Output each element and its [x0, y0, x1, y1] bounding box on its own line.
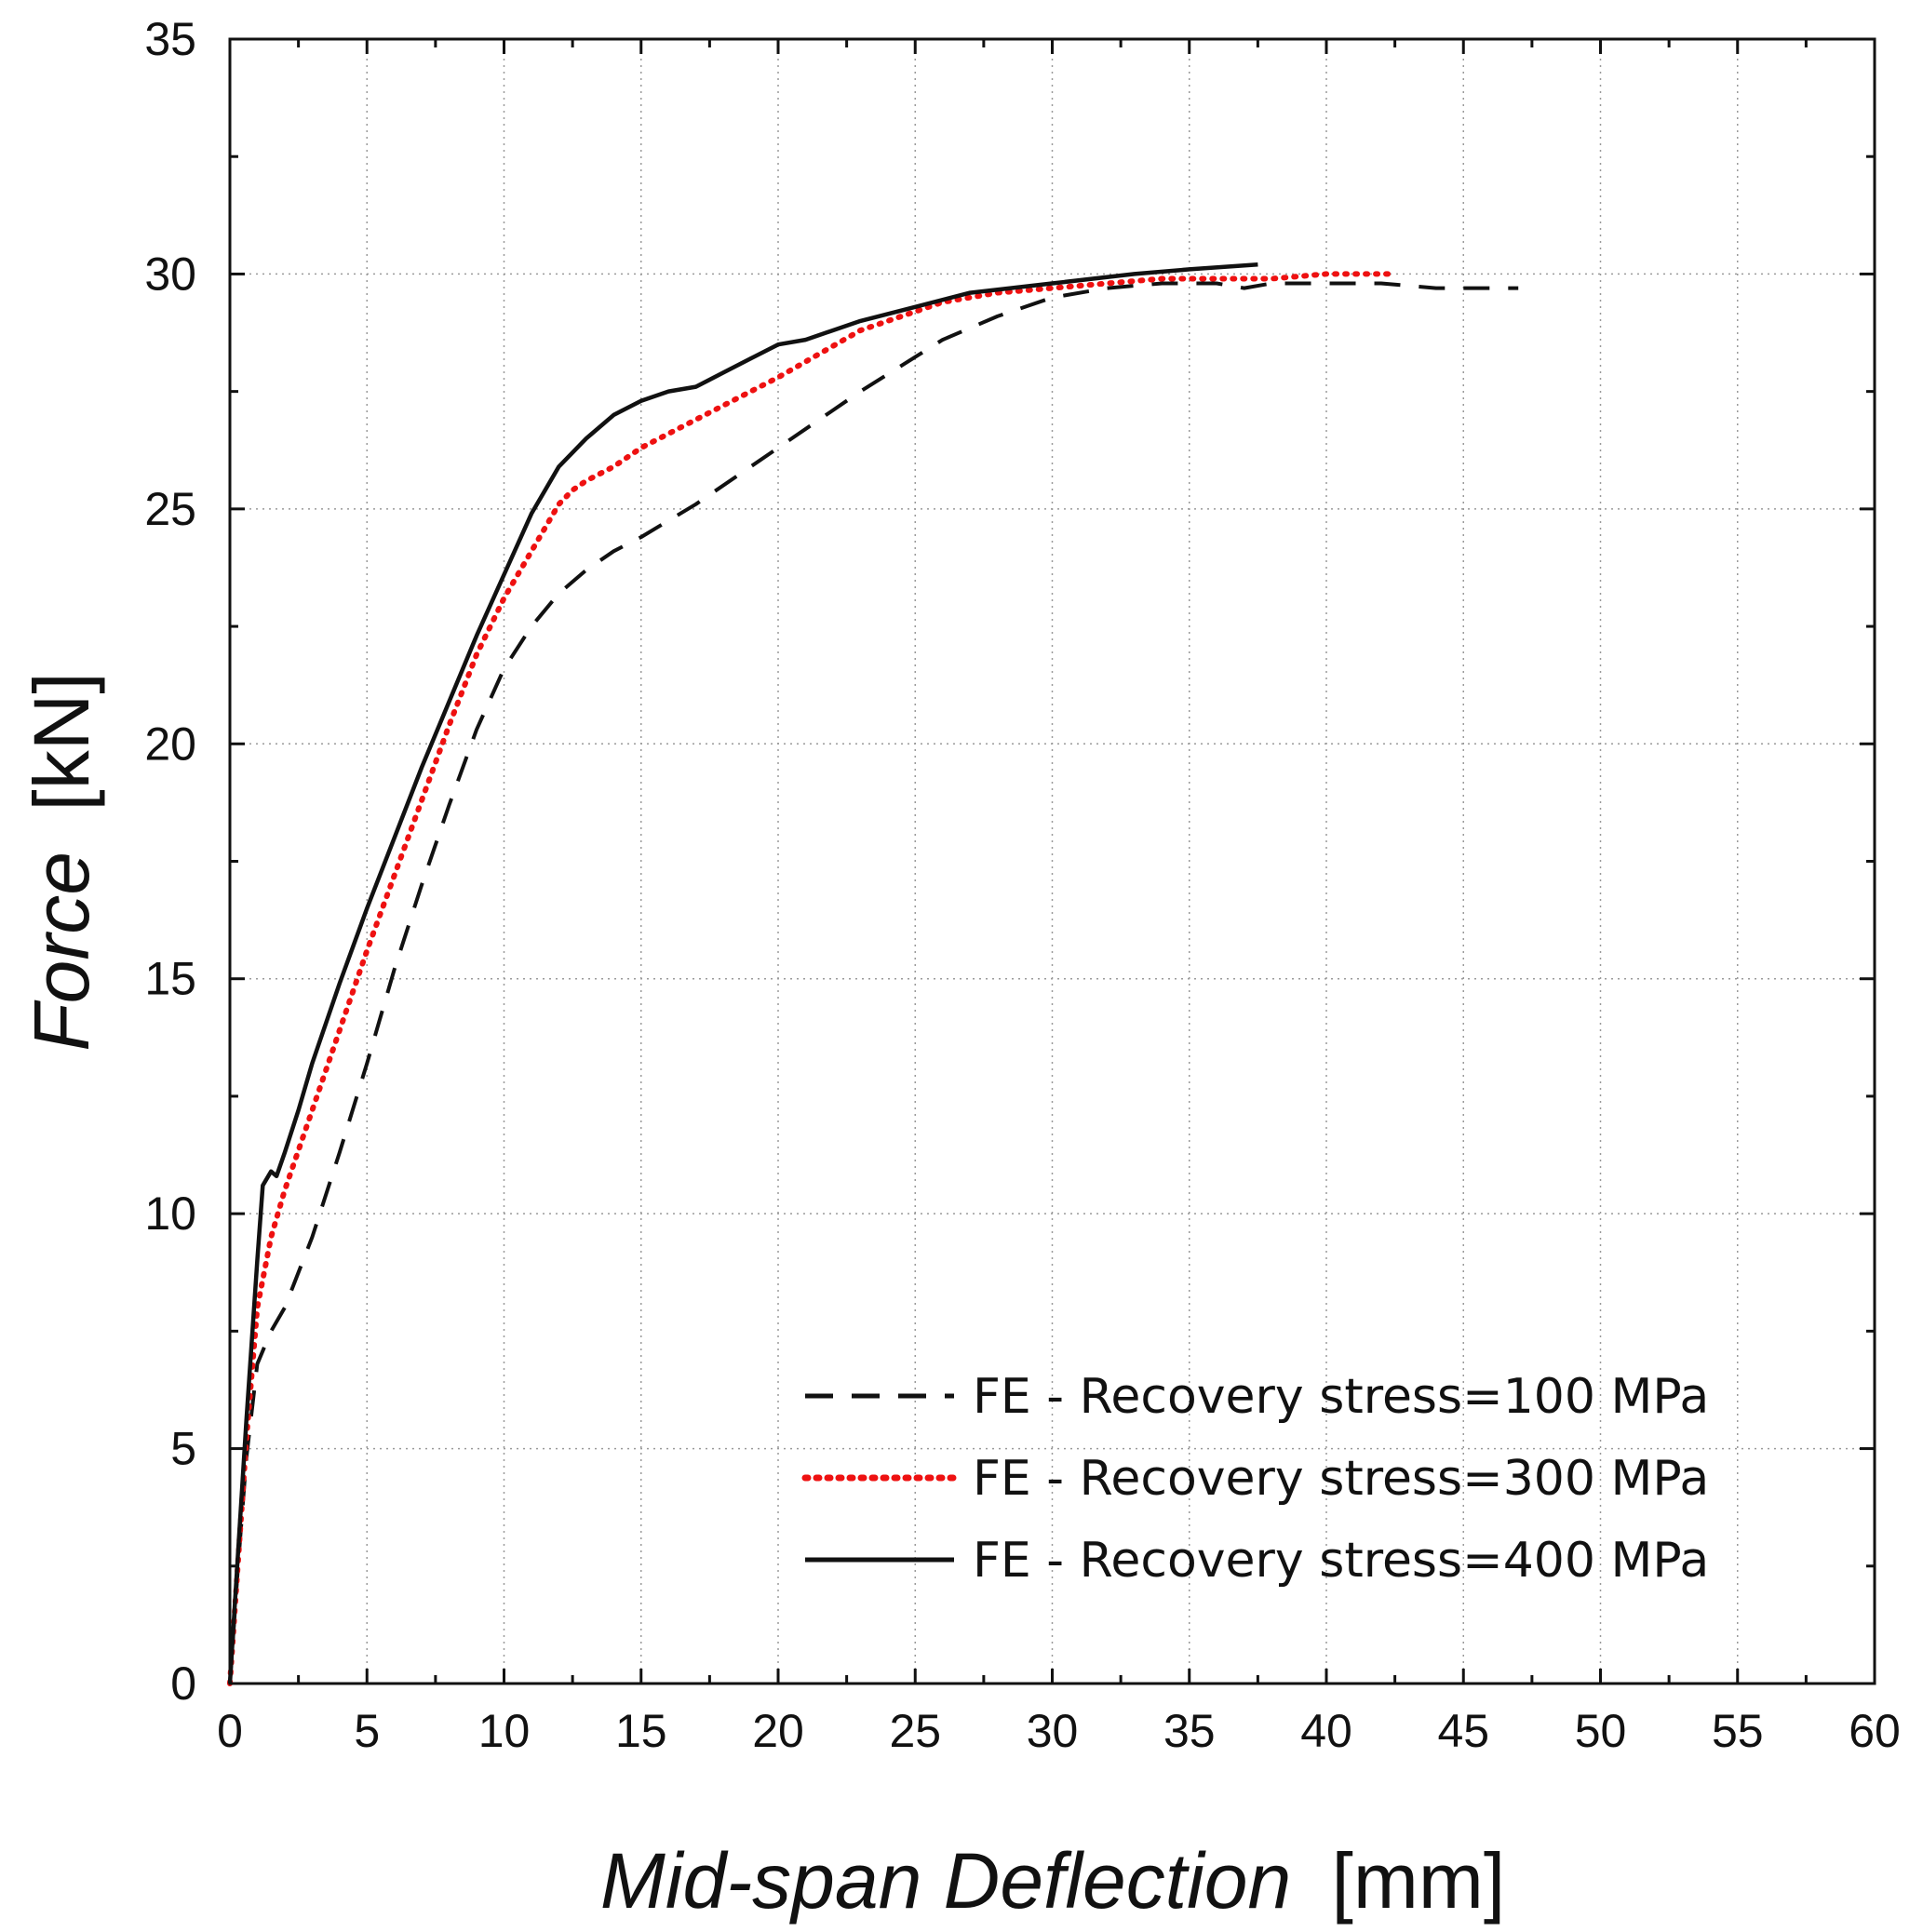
y-tick-label: 10 [144, 1187, 196, 1240]
y-axis-title: Force [kN] [18, 672, 105, 1051]
x-tick-label: 45 [1437, 1705, 1489, 1757]
x-axis-title: Mid-span Deflection [mm] [600, 1837, 1505, 1925]
y-tick-label: 15 [144, 953, 196, 1005]
series-line-2 [227, 271, 1398, 1686]
legend-label-400mpa: FE - Recovery stress=400 MPa [973, 1533, 1709, 1589]
y-tick-label: 0 [170, 1657, 196, 1710]
x-axis-title-main: Mid-span Deflection [600, 1837, 1291, 1925]
x-tick-label: 35 [1163, 1705, 1216, 1757]
series-layer [227, 262, 1519, 1686]
x-tick-label: 20 [752, 1705, 804, 1757]
x-tick-label: 55 [1712, 1705, 1764, 1757]
y-tick-label: 20 [144, 718, 196, 770]
y-tick-label: 30 [144, 248, 196, 300]
x-tick-label: 60 [1849, 1705, 1901, 1757]
legend: FE - Recovery stress=100 MPa FE - Recove… [801, 1369, 1709, 1589]
grid-lines [230, 39, 1875, 1684]
x-tick-label: 0 [217, 1705, 243, 1757]
x-tick-label: 50 [1575, 1705, 1627, 1757]
y-tick-label: 25 [144, 483, 196, 535]
axis-ticks [228, 37, 1876, 1685]
y-axis-title-unit: [kN] [18, 672, 105, 811]
x-tick-label: 30 [1027, 1705, 1079, 1757]
x-axis-title-unit: [mm] [1332, 1837, 1506, 1925]
x-tick-label: 5 [354, 1705, 380, 1757]
y-axis-title-main: Force [18, 852, 105, 1052]
series-line-1 [228, 281, 1519, 1684]
y-tick-label: 35 [144, 13, 196, 65]
legend-label-100mpa: FE - Recovery stress=100 MPa [973, 1369, 1709, 1425]
x-tick-label: 40 [1300, 1705, 1352, 1757]
y-tick-label: 5 [170, 1423, 196, 1475]
series-line-3 [227, 262, 1258, 1684]
x-tick-label: 15 [615, 1705, 667, 1757]
x-tick-label: 10 [478, 1705, 531, 1757]
x-tick-label: 25 [889, 1705, 941, 1757]
legend-label-300mpa: FE - Recovery stress=300 MPa [973, 1451, 1709, 1507]
tick-labels: 0 5 10 15 20 25 30 35 40 45 50 55 60 0 5 10 15 20 25 30 35 [144, 13, 1900, 1757]
